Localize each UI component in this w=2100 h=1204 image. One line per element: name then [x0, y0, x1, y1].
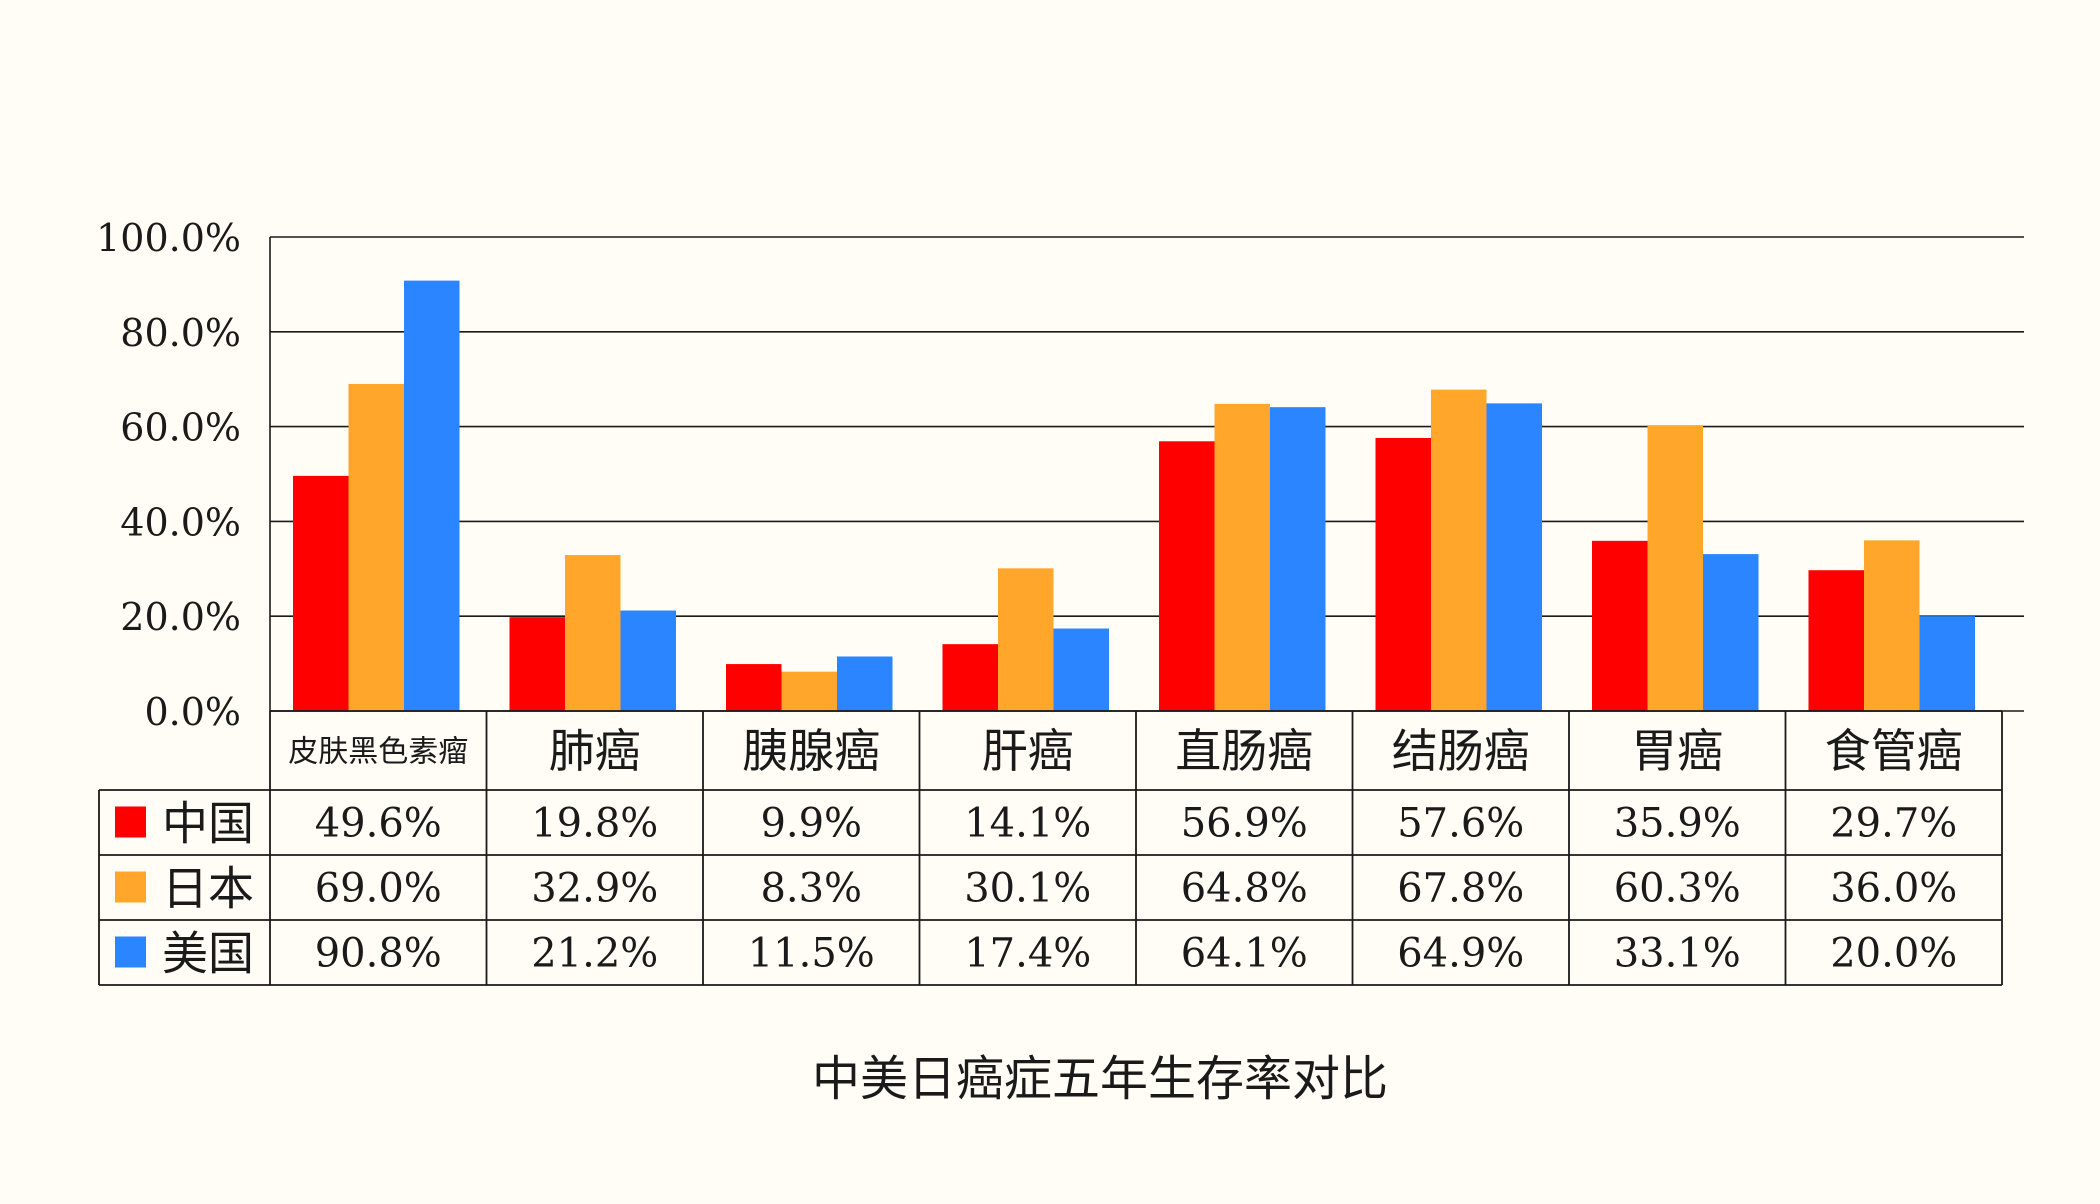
data-label: 60.3% [1614, 866, 1741, 912]
data-label: 8.3% [760, 866, 862, 912]
bar [942, 644, 998, 711]
bars [293, 280, 1975, 711]
data-label: 57.6% [1397, 801, 1524, 847]
category-label: 皮肤黑色素瘤 [288, 734, 468, 769]
bar [1592, 540, 1648, 711]
data-label: 14.1% [964, 801, 1091, 847]
legend-label: 日本 [162, 862, 254, 916]
bar [781, 671, 837, 711]
bar [837, 656, 893, 711]
data-label: 33.1% [1614, 931, 1741, 977]
bar [565, 555, 621, 711]
bar [1486, 403, 1542, 711]
data-label: 30.1% [964, 866, 1091, 912]
data-label: 56.9% [1181, 801, 1308, 847]
data-label: 64.9% [1397, 931, 1524, 977]
data-label: 21.2% [531, 931, 658, 977]
y-tick-label: 100.0% [96, 216, 241, 260]
bar [1647, 425, 1703, 711]
y-tick-label: 60.0% [120, 406, 241, 450]
y-tick-label: 40.0% [120, 500, 241, 544]
data-label: 17.4% [964, 931, 1091, 977]
bar [1270, 407, 1326, 711]
legend-swatch [115, 806, 146, 838]
bar [620, 610, 676, 711]
data-label: 9.9% [760, 801, 862, 847]
data-label: 36.0% [1830, 866, 1957, 912]
data-label: 32.9% [531, 866, 658, 912]
data-label: 29.7% [1830, 801, 1957, 847]
category-label: 直肠癌 [1175, 724, 1313, 778]
category-label: 食管癌 [1825, 724, 1963, 778]
y-tick-label: 80.0% [120, 311, 241, 355]
category-label: 肝癌 [982, 724, 1074, 778]
category-label: 胰腺癌 [742, 724, 880, 778]
y-axis: 0.0% 20.0% 40.0% 60.0% 80.0% 100.0% [96, 216, 271, 734]
data-label: 67.8% [1397, 866, 1524, 912]
bar [726, 664, 782, 711]
category-label: 胃癌 [1631, 724, 1723, 778]
bar [998, 568, 1054, 711]
bar [1214, 403, 1270, 711]
bar [293, 475, 349, 711]
data-label: 64.8% [1181, 866, 1308, 912]
legend-swatch [115, 871, 146, 903]
bar [348, 383, 404, 711]
bar [1864, 540, 1920, 711]
data-label: 11.5% [748, 931, 875, 977]
bar [1919, 616, 1975, 711]
data-label: 69.0% [315, 866, 442, 912]
bar [1375, 437, 1431, 711]
bar [1159, 441, 1215, 711]
category-label: 肺癌 [549, 724, 641, 778]
chart-title: 中美日癌症五年生存率对比 [812, 1051, 1388, 1107]
data-label: 64.1% [1181, 931, 1308, 977]
y-tick-label: 20.0% [120, 595, 241, 639]
bar [1808, 570, 1864, 711]
legend-swatch [115, 936, 146, 968]
data-label: 20.0% [1830, 931, 1957, 977]
data-label: 35.9% [1614, 801, 1741, 847]
bar [509, 617, 565, 711]
bar [1053, 628, 1109, 711]
legend-label: 中国 [162, 797, 254, 851]
category-label: 结肠癌 [1392, 724, 1530, 778]
legend-label: 美国 [162, 927, 254, 981]
data-label: 19.8% [531, 801, 658, 847]
bar [1431, 389, 1487, 711]
y-tick-label: 0.0% [144, 690, 241, 734]
bar [1703, 554, 1759, 711]
data-label: 49.6% [315, 801, 442, 847]
data-label: 90.8% [315, 931, 442, 977]
bar [404, 280, 460, 711]
